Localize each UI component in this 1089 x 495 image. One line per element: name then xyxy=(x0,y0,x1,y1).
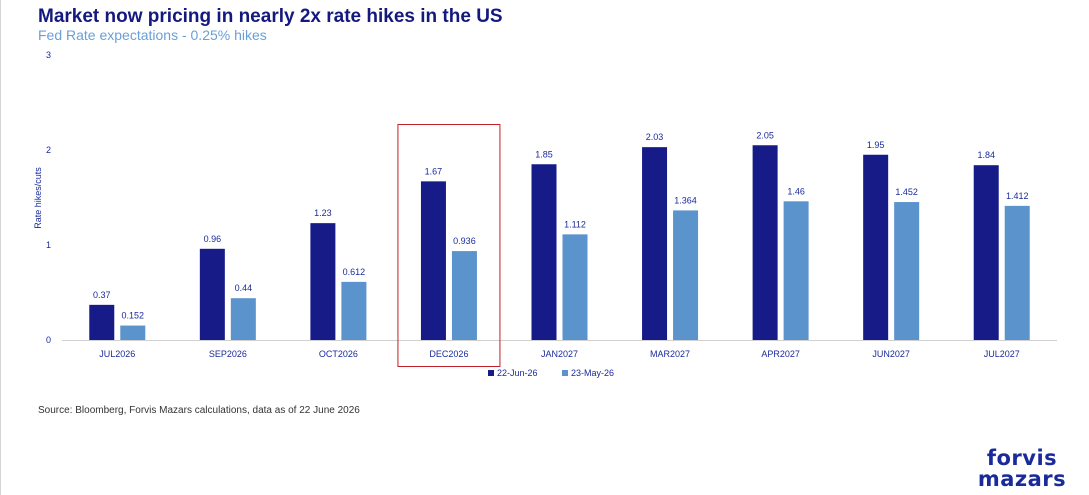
bar-22-Jun-26-APR2027 xyxy=(752,145,778,340)
bar-23-May-26-JAN2027 xyxy=(562,234,588,340)
y-axis-title: Rate hikes/cuts xyxy=(33,167,43,229)
y-tick-label-2: 2 xyxy=(46,145,51,155)
data-label-23-May-26-JUL2026: 0.152 xyxy=(122,311,145,321)
data-label-22-Jun-26-SEP2026: 0.96 xyxy=(204,234,222,244)
bar-22-Jun-26-JUN2027 xyxy=(863,154,889,340)
legend-label-23-May-26: 23-May-26 xyxy=(571,368,614,378)
chart-subtitle: Fed Rate expectations - 0.25% hikes xyxy=(38,27,267,43)
data-label-23-May-26-JUL2027: 1.412 xyxy=(1006,191,1029,201)
bar-23-May-26-JUN2027 xyxy=(894,202,920,340)
bar-chart: 0 1 2 3 Rate hikes/cuts 0.37 0.152 JUL2026 0.96 0… xyxy=(33,50,1057,378)
bar-23-May-26-MAR2027 xyxy=(673,210,699,340)
legend-swatch-23-May-26 xyxy=(562,370,568,376)
y-tick-label-1: 1 xyxy=(46,240,51,250)
bar-23-May-26-APR2027 xyxy=(783,201,809,340)
x-tick-label-SEP2026: SEP2026 xyxy=(209,349,247,359)
data-label-23-May-26-SEP2026: 0.44 xyxy=(235,283,253,293)
logo-line-2: mazars xyxy=(977,467,1067,491)
bar-23-May-26-DEC2026 xyxy=(451,251,477,340)
source-note: Source: Bloomberg, Forvis Mazars calcula… xyxy=(38,405,360,416)
bar-22-Jun-26-DEC2026 xyxy=(420,181,446,340)
logo-line-1: forvis xyxy=(986,446,1058,470)
frame-border xyxy=(0,0,1,495)
bar-23-May-26-JUL2027 xyxy=(1004,205,1030,340)
x-tick-label-APR2027: APR2027 xyxy=(761,349,800,359)
chart-title: Market now pricing in nearly 2x rate hik… xyxy=(38,6,503,27)
x-tick-label-JUL2026: JUL2026 xyxy=(99,349,135,359)
y-tick-label-0: 0 xyxy=(46,335,51,345)
data-label-22-Jun-26-DEC2026: 1.67 xyxy=(425,166,443,176)
data-label-22-Jun-26-JAN2027: 1.85 xyxy=(535,149,553,159)
data-label-23-May-26-DEC2026: 0.936 xyxy=(453,236,476,246)
bar-23-May-26-OCT2026 xyxy=(341,281,367,340)
data-label-23-May-26-JUN2027: 1.452 xyxy=(895,187,918,197)
x-tick-label-JUN2027: JUN2027 xyxy=(872,349,910,359)
bar-22-Jun-26-JAN2027 xyxy=(531,164,557,340)
data-label-22-Jun-26-JUL2027: 1.84 xyxy=(977,150,995,160)
y-tick-label-3: 3 xyxy=(46,50,51,60)
x-tick-label-MAR2027: MAR2027 xyxy=(650,349,690,359)
data-label-22-Jun-26-JUN2027: 1.95 xyxy=(867,140,885,150)
x-tick-label-DEC2026: DEC2026 xyxy=(429,349,468,359)
bar-22-Jun-26-JUL2027 xyxy=(973,165,999,340)
bar-22-Jun-26-MAR2027 xyxy=(642,147,668,340)
highlight-box-DEC2026 xyxy=(397,124,501,367)
legend-swatch-22-Jun-26 xyxy=(488,370,494,376)
bar-22-Jun-26-SEP2026 xyxy=(199,248,225,340)
x-tick-label-JUL2027: JUL2027 xyxy=(984,349,1020,359)
bar-23-May-26-JUL2026 xyxy=(120,325,146,340)
data-label-22-Jun-26-JUL2026: 0.37 xyxy=(93,290,111,300)
data-label-22-Jun-26-APR2027: 2.05 xyxy=(756,130,774,140)
data-label-23-May-26-JAN2027: 1.112 xyxy=(564,219,586,229)
bar-23-May-26-SEP2026 xyxy=(230,298,256,340)
forvis-mazars-logo: forvis mazars xyxy=(972,448,1072,490)
data-label-22-Jun-26-OCT2026: 1.23 xyxy=(314,208,332,218)
x-tick-label-OCT2026: OCT2026 xyxy=(319,349,358,359)
data-label-22-Jun-26-MAR2027: 2.03 xyxy=(646,132,664,142)
data-label-23-May-26-APR2027: 1.46 xyxy=(787,186,805,196)
legend-label-22-Jun-26: 22-Jun-26 xyxy=(497,368,538,378)
x-tick-label-JAN2027: JAN2027 xyxy=(541,349,578,359)
data-label-23-May-26-MAR2027: 1.364 xyxy=(674,195,697,205)
bar-22-Jun-26-JUL2026 xyxy=(89,304,115,340)
bar-22-Jun-26-OCT2026 xyxy=(310,223,336,340)
data-label-23-May-26-OCT2026: 0.612 xyxy=(343,267,366,277)
